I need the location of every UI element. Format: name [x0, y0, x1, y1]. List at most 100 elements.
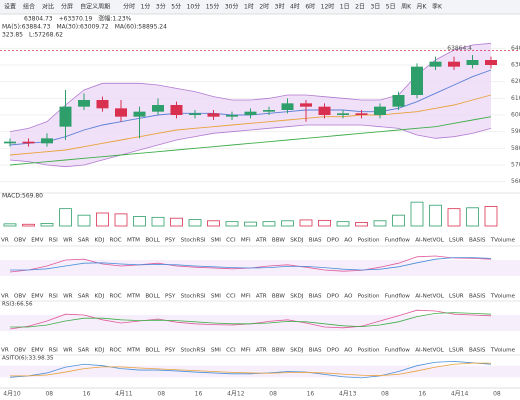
period-button[interactable]: 1分	[141, 3, 151, 11]
indicator-tab[interactable]: LSUR	[449, 238, 464, 244]
indicator-tab[interactable]: AO	[344, 348, 353, 354]
period-button[interactable]: 12时	[321, 3, 335, 11]
indicator-tab[interactable]: LSUR	[449, 348, 464, 354]
indicator-tab[interactable]: DPO	[327, 238, 340, 244]
indicator-tab[interactable]: DPO	[327, 348, 340, 354]
indicator-tab[interactable]: AO	[344, 238, 353, 244]
period-button[interactable]: 月K	[417, 4, 428, 11]
indicator-tab[interactable]: ROC	[109, 294, 121, 300]
period-button[interactable]: 周K	[401, 4, 412, 11]
indicator-tab[interactable]: ROC	[109, 348, 121, 354]
indicator-tab[interactable]: RSI	[49, 238, 58, 244]
indicator-tab[interactable]: BASIS	[469, 238, 486, 244]
indicator-tab[interactable]: BOLL	[145, 294, 160, 300]
indicator-tab[interactable]: SKDJ	[290, 348, 304, 354]
indicator-tab[interactable]: MFI	[241, 294, 251, 300]
indicator-tab[interactable]: PSY	[165, 294, 176, 300]
indicator-tab[interactable]: TVolume	[490, 294, 516, 300]
period-button[interactable]: 2日	[355, 4, 365, 11]
indicator-tab[interactable]: CCI	[226, 348, 236, 354]
period-button[interactable]: 15分	[206, 3, 220, 11]
indicator-tab[interactable]: MFI	[241, 238, 251, 244]
period-button[interactable]: 3分	[156, 3, 166, 11]
indicator-tab[interactable]: RSI	[49, 348, 58, 354]
indicator-tab[interactable]: EMV	[31, 348, 43, 354]
period-button[interactable]: 1日	[340, 4, 350, 11]
period-button[interactable]: 季K	[432, 3, 443, 11]
toolbar-button[interactable]: 设置	[4, 3, 16, 11]
indicator-tab[interactable]: ATR	[256, 238, 267, 244]
indicator-tab[interactable]: MFI	[241, 348, 251, 354]
indicator-tab[interactable]: Position	[358, 238, 380, 244]
period-button[interactable]: 10分	[187, 3, 201, 11]
indicator-tab[interactable]: VR	[1, 238, 9, 244]
indicator-tab[interactable]: ROC	[109, 238, 121, 244]
indicator-tab[interactable]: BBW	[272, 348, 285, 354]
indicator-tab[interactable]: BASIS	[469, 348, 486, 354]
indicator-tab[interactable]: EMV	[31, 294, 43, 300]
indicator-tab[interactable]: Position	[358, 348, 380, 354]
indicator-tab[interactable]: MTM	[127, 294, 140, 300]
period-button[interactable]: 5日	[386, 4, 396, 11]
indicator-tab[interactable]: AI-NetVOL	[415, 348, 444, 354]
indicator-tab[interactable]: BOLL	[145, 238, 160, 244]
indicator-tab[interactable]: TVolume	[490, 238, 516, 244]
indicator-tab[interactable]: OBV	[14, 294, 26, 300]
indicator-tab[interactable]: BIAS	[309, 294, 322, 300]
indicator-tab[interactable]: BBW	[272, 238, 285, 244]
indicator-tab[interactable]: SKDJ	[290, 238, 304, 244]
indicator-tab[interactable]: SAR	[78, 294, 89, 300]
indicator-tab[interactable]: VR	[1, 348, 9, 354]
indicator-tab[interactable]: Fundflow	[385, 238, 410, 244]
indicator-tab[interactable]: MTM	[127, 238, 140, 244]
indicator-tab[interactable]: SMI	[211, 294, 221, 300]
indicator-tab[interactable]: PSY	[165, 348, 176, 354]
indicator-tab[interactable]: WR	[63, 238, 73, 244]
indicator-tab[interactable]: AO	[344, 294, 353, 300]
indicator-tab[interactable]: KDJ	[95, 238, 105, 244]
indicator-tab[interactable]: EMV	[31, 238, 43, 244]
indicator-tab[interactable]: BASIS	[469, 294, 486, 300]
toolbar-button[interactable]: 自定义周期	[80, 3, 110, 11]
period-button[interactable]: 3日	[370, 4, 380, 11]
toolbar-button[interactable]: 对比	[42, 3, 54, 11]
period-button[interactable]: 3时	[275, 3, 285, 11]
period-button[interactable]: 1时	[244, 3, 254, 11]
indicator-tab[interactable]: MTM	[127, 348, 140, 354]
period-button[interactable]: 分时	[123, 3, 135, 11]
indicator-tab[interactable]: WR	[63, 348, 73, 354]
indicator-tab[interactable]: AI-NetVOL	[415, 238, 444, 244]
indicator-tab[interactable]: SMI	[211, 238, 221, 244]
indicator-tab[interactable]: BIAS	[309, 238, 322, 244]
indicator-tab[interactable]: CCI	[226, 294, 236, 300]
indicator-tab[interactable]: StochRSI	[181, 294, 206, 300]
indicator-tab[interactable]: OBV	[14, 238, 26, 244]
indicator-tab[interactable]: ATR	[256, 294, 267, 300]
indicator-tab[interactable]: AI-NetVOL	[415, 294, 444, 300]
indicator-tab[interactable]: BIAS	[309, 348, 322, 354]
indicator-tab[interactable]: Fundflow	[385, 348, 410, 354]
indicator-tab[interactable]: Position	[358, 294, 380, 300]
indicator-tab[interactable]: RSI	[49, 294, 58, 300]
indicator-tab[interactable]: Fundflow	[385, 294, 410, 300]
indicator-tab[interactable]: WR	[63, 294, 73, 300]
period-button[interactable]: 5分	[171, 3, 181, 11]
indicator-tab[interactable]: ATR	[256, 348, 267, 354]
period-button[interactable]: 4时	[290, 3, 300, 11]
indicator-tab[interactable]: KDJ	[95, 294, 105, 300]
indicator-tab[interactable]: BBW	[272, 294, 285, 300]
period-button[interactable]: 6时	[305, 3, 315, 11]
period-button[interactable]: 30分	[225, 3, 239, 11]
indicator-tab[interactable]: KDJ	[95, 348, 105, 354]
indicator-tab[interactable]: VR	[1, 294, 9, 300]
period-button[interactable]: 2时	[259, 3, 269, 11]
indicator-tab[interactable]: SMI	[211, 348, 221, 354]
indicator-tab[interactable]: CCI	[226, 238, 236, 244]
indicator-tab[interactable]: SAR	[78, 348, 89, 354]
indicator-tab[interactable]: SKDJ	[290, 294, 304, 300]
toolbar-button[interactable]: 分屏	[61, 3, 73, 11]
indicator-tab[interactable]: TVolume	[490, 348, 516, 354]
indicator-tab[interactable]: PSY	[165, 238, 176, 244]
indicator-tab[interactable]: LSUR	[449, 294, 464, 300]
indicator-tab[interactable]: StochRSI	[181, 238, 206, 244]
